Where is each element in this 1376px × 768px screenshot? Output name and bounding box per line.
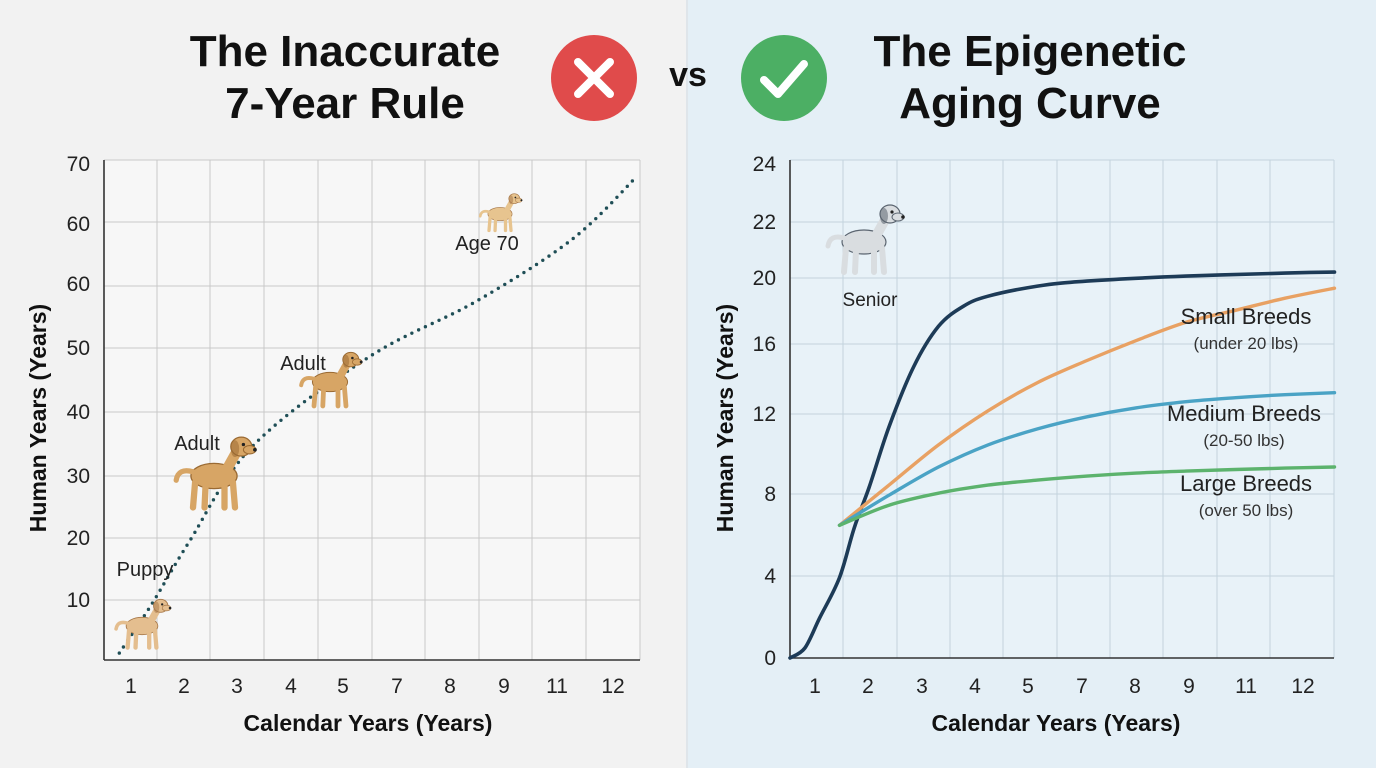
left-x-tick-label: 9 bbox=[498, 675, 510, 698]
puppy-icon bbox=[114, 598, 172, 650]
left-annotation-label: Adult bbox=[174, 433, 220, 455]
left-y-tick-label: 60 bbox=[67, 273, 90, 296]
large-breeds-label: Large Breeds bbox=[1180, 471, 1312, 496]
right-x-tick-label: 5 bbox=[1022, 675, 1034, 698]
small-breeds-sublabel: (under 20 lbs) bbox=[1194, 334, 1299, 353]
right-chart-title: The Epigenetic Aging Curve bbox=[780, 26, 1280, 130]
panel-divider bbox=[686, 0, 688, 768]
senior-curve bbox=[788, 270, 1337, 660]
right-x-tick-label: 7 bbox=[1076, 675, 1088, 698]
left-x-tick-label: 3 bbox=[231, 675, 243, 698]
right-y-tick-label: 24 bbox=[753, 153, 777, 176]
senior-dog-icon bbox=[825, 204, 905, 275]
senior-label: Senior bbox=[843, 290, 899, 311]
right-x-tick-label: 1 bbox=[809, 675, 821, 698]
left-y-tick-label: 40 bbox=[67, 401, 90, 424]
medium-breeds-sublabel: (20-50 lbs) bbox=[1203, 431, 1284, 450]
left-x-tick-label: 12 bbox=[601, 675, 624, 698]
left-x-tick-label: 7 bbox=[391, 675, 403, 698]
right-y-tick-label: 20 bbox=[753, 267, 776, 290]
left-annotation-label: Age 70 bbox=[455, 233, 518, 255]
vs-label: vs bbox=[669, 56, 707, 94]
medium-breeds-curve bbox=[837, 391, 1337, 527]
adult-dog-icon bbox=[173, 436, 257, 511]
left-title-line2: 7-Year Rule bbox=[225, 79, 465, 128]
left-title-line1: The Inaccurate bbox=[189, 27, 501, 76]
adult-dog-icon bbox=[299, 351, 363, 409]
right-y-axis-label: Human Years (Years) bbox=[712, 304, 738, 532]
cross-icon bbox=[551, 35, 637, 121]
left-icons bbox=[114, 193, 523, 650]
checkmark-icon bbox=[741, 35, 827, 121]
left-chart-title: The Inaccurate 7-Year Rule bbox=[100, 26, 590, 130]
small-breeds-curve bbox=[837, 286, 1337, 527]
right-x-tick-label: 11 bbox=[1235, 675, 1257, 698]
medium-breeds-label: Medium Breeds bbox=[1167, 401, 1321, 426]
left-y-tick-label: 50 bbox=[67, 337, 90, 360]
right-labels: Senior Small Breeds (under 20 lbs) Medium B… bbox=[843, 290, 1322, 520]
right-x-axis-label: Calendar Years (Years) bbox=[932, 710, 1181, 736]
left-x-tick-label: 4 bbox=[285, 675, 297, 698]
left-annotation-label: Puppy bbox=[117, 559, 174, 581]
left-y-tick-label: 10 bbox=[67, 589, 90, 612]
left-x-axis-label: Calendar Years (Years) bbox=[244, 710, 493, 736]
right-y-tick-label: 12 bbox=[753, 403, 776, 426]
large-breeds-curve bbox=[837, 465, 1337, 527]
right-y-tick-label: 0 bbox=[764, 647, 776, 670]
right-y-tick-label: 16 bbox=[753, 333, 776, 356]
right-x-tick-label: 4 bbox=[969, 675, 981, 698]
right-y-tick-label: 8 bbox=[764, 483, 776, 506]
left-x-tick-label: 5 bbox=[337, 675, 349, 698]
left-y-axis-label: Human Years (Years) bbox=[25, 304, 51, 532]
right-y-tick-label: 4 bbox=[764, 565, 776, 588]
left-labels: Puppy Adult Adult Age 70 bbox=[117, 233, 519, 581]
left-y-tick-label: 30 bbox=[67, 465, 90, 488]
right-title-line2: Aging Curve bbox=[899, 79, 1161, 128]
right-x-tick-label: 8 bbox=[1129, 675, 1141, 698]
left-x-tick-label: 11 bbox=[546, 675, 568, 698]
right-x-tick-label: 9 bbox=[1183, 675, 1195, 698]
small-dog-icon bbox=[478, 193, 523, 233]
left-grid bbox=[103, 159, 641, 661]
right-series bbox=[788, 270, 1337, 660]
left-x-tick-label: 1 bbox=[125, 675, 137, 698]
right-y-tick-label: 22 bbox=[753, 211, 776, 234]
right-icons bbox=[825, 204, 905, 275]
small-breeds-label: Small Breeds bbox=[1181, 304, 1312, 329]
left-y-tick-label: 70 bbox=[67, 153, 90, 176]
right-x-tick-label: 12 bbox=[1291, 675, 1314, 698]
left-x-tick-label: 8 bbox=[444, 675, 456, 698]
left-x-tick-label: 2 bbox=[178, 675, 190, 698]
right-x-tick-label: 2 bbox=[862, 675, 874, 698]
left-annotation-label: Adult bbox=[280, 353, 326, 375]
left-y-tick-label: 60 bbox=[67, 213, 90, 236]
large-breeds-sublabel: (over 50 lbs) bbox=[1199, 501, 1293, 520]
right-title-line1: The Epigenetic bbox=[873, 27, 1187, 76]
right-x-tick-label: 3 bbox=[916, 675, 928, 698]
left-y-tick-label: 20 bbox=[67, 527, 90, 550]
